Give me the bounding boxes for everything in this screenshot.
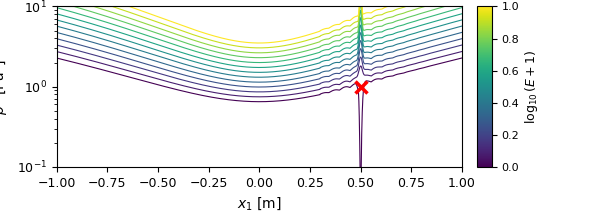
X-axis label: $x_1$ [m]: $x_1$ [m] xyxy=(237,195,282,212)
Y-axis label: $p^2$ [Pa$^2$]: $p^2$ [Pa$^2$] xyxy=(0,59,11,114)
Y-axis label: $\log_{10}(E+1)$: $\log_{10}(E+1)$ xyxy=(523,49,541,124)
